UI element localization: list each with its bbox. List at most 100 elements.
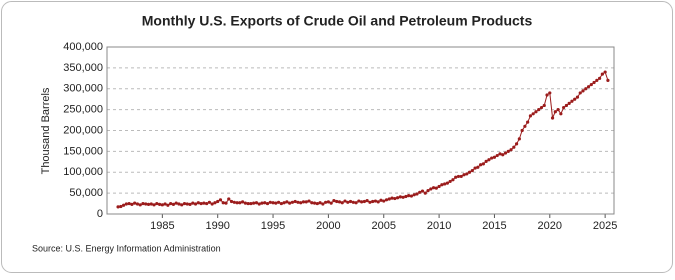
data-point	[235, 201, 239, 205]
source-note: Source: U.S. Energy Information Administ…	[32, 243, 221, 253]
data-point	[462, 173, 466, 177]
data-point	[492, 155, 497, 159]
data-point	[199, 201, 203, 206]
data-point	[340, 201, 344, 205]
data-point	[169, 201, 173, 206]
data-point	[539, 105, 544, 110]
data-point	[304, 200, 308, 204]
data-point	[362, 199, 366, 204]
data-point	[373, 199, 378, 203]
plot-frame	[106, 46, 615, 215]
data-point	[241, 200, 245, 204]
data-point	[586, 85, 591, 89]
data-point	[553, 110, 557, 114]
data-point	[263, 201, 267, 205]
data-point	[573, 97, 577, 101]
data-point	[407, 194, 411, 198]
data-point	[487, 158, 491, 162]
y-tick-label: 100,000	[63, 166, 103, 178]
x-tick-label: 1995	[261, 220, 285, 232]
data-point	[503, 151, 508, 155]
data-point	[509, 148, 513, 152]
data-point	[548, 91, 552, 95]
data-point	[401, 195, 405, 199]
x-tick-label: 2005	[372, 220, 396, 232]
data-point	[506, 149, 510, 153]
data-point	[592, 80, 596, 85]
data-point	[238, 201, 242, 205]
data-point	[390, 196, 394, 200]
data-point	[285, 200, 289, 204]
data-point	[163, 202, 167, 206]
y-axis-label: Thousand Barrels	[40, 87, 52, 174]
data-point	[288, 201, 292, 205]
x-tick-label: 2025	[593, 220, 617, 232]
data-point	[152, 203, 156, 207]
x-tick-label: 2010	[427, 220, 451, 232]
data-point	[542, 103, 546, 108]
data-point	[598, 76, 602, 80]
data-point	[191, 201, 195, 205]
data-point	[451, 178, 455, 182]
data-point	[437, 184, 441, 189]
data-point	[301, 200, 306, 204]
data-point	[459, 174, 463, 179]
data-point	[337, 200, 342, 204]
data-point	[404, 194, 408, 199]
data-point	[216, 199, 220, 204]
data-point	[443, 182, 447, 186]
data-point	[296, 200, 300, 204]
data-point	[387, 197, 391, 201]
data-point	[395, 196, 400, 200]
data-point	[221, 201, 225, 205]
data-point	[279, 201, 283, 206]
data-point	[157, 202, 162, 206]
data-point	[171, 202, 176, 206]
data-point	[246, 201, 250, 206]
data-point	[290, 200, 295, 204]
data-point	[213, 201, 217, 205]
data-point	[606, 78, 610, 82]
data-point	[312, 201, 317, 205]
data-point	[243, 201, 247, 205]
data-point	[473, 166, 477, 170]
data-point	[185, 202, 189, 206]
x-tick-label: 2020	[538, 220, 562, 232]
data-point	[382, 199, 386, 203]
data-point	[144, 202, 148, 206]
data-point	[282, 201, 286, 205]
data-point	[299, 201, 303, 205]
data-point	[193, 202, 198, 206]
data-point	[570, 99, 574, 103]
data-point	[329, 201, 333, 205]
data-point	[603, 70, 607, 74]
data-point	[423, 191, 427, 195]
data-point	[133, 201, 137, 205]
data-point	[484, 159, 488, 163]
data-point	[274, 201, 278, 205]
data-point	[465, 172, 469, 176]
data-point	[550, 116, 555, 120]
data-point	[379, 198, 383, 202]
chart-title: Monthly U.S. Exports of Crude Oil and Pe…	[142, 13, 533, 29]
data-point	[429, 187, 433, 191]
data-point	[412, 193, 416, 197]
data-point	[498, 152, 502, 156]
data-point	[418, 190, 422, 194]
data-point	[315, 201, 319, 206]
data-point	[357, 199, 361, 203]
data-point	[562, 105, 566, 110]
x-tick-label: 2000	[316, 220, 340, 232]
data-point	[578, 91, 582, 95]
data-point	[470, 168, 474, 173]
data-point	[119, 204, 123, 209]
data-point	[495, 153, 499, 158]
y-tick-label: 350,000	[63, 62, 103, 74]
y-tick-label: 50,000	[69, 187, 103, 199]
y-tick-label: 200,000	[63, 124, 103, 136]
data-point	[254, 201, 259, 205]
y-tick-label: 150,000	[63, 145, 103, 157]
data-point	[415, 192, 419, 196]
data-point	[481, 162, 485, 166]
data-point	[196, 201, 200, 205]
